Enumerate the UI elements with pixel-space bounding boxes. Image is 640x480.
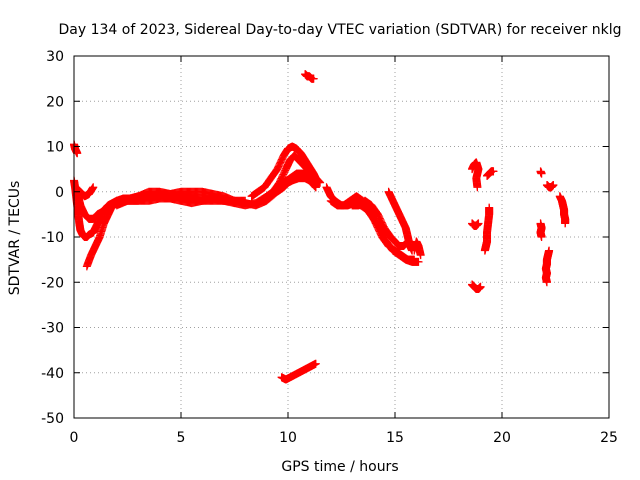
data-point bbox=[73, 149, 82, 158]
x-tick-label: 15 bbox=[386, 430, 404, 446]
data-point bbox=[414, 257, 423, 266]
series-arc-3 bbox=[76, 183, 98, 201]
y-tick-label: -10 bbox=[41, 230, 64, 246]
data-point bbox=[537, 233, 546, 241]
series-arc-high bbox=[301, 70, 318, 83]
x-tick-label: 5 bbox=[177, 430, 186, 446]
axis-ticks: 0 5 10 15 20 25 -50 -40 -30 -20 -10 0 10 20 30 bbox=[41, 49, 618, 446]
y-tick-label: -30 bbox=[41, 321, 64, 337]
y-tick-label: 10 bbox=[46, 140, 64, 156]
chart-title: Day 134 of 2023, Sidereal Day-to-day VTE… bbox=[59, 22, 622, 38]
data-point bbox=[561, 219, 570, 228]
data-point bbox=[309, 74, 318, 83]
series-arc-1 bbox=[70, 176, 250, 241]
data-point bbox=[489, 167, 498, 176]
data-point bbox=[476, 282, 485, 291]
x-tick-label: 25 bbox=[600, 430, 618, 446]
x-tick-label: 10 bbox=[279, 430, 297, 446]
x-tick-label: 20 bbox=[493, 430, 511, 446]
series-seg-22d bbox=[541, 246, 554, 287]
series-seg-22a bbox=[536, 167, 546, 178]
series-seg-23 bbox=[555, 192, 570, 228]
data-point bbox=[416, 251, 425, 260]
data-point bbox=[480, 246, 489, 255]
series-seg-19e bbox=[480, 203, 494, 255]
data-point bbox=[473, 183, 482, 192]
series-seg-19d bbox=[483, 167, 498, 180]
x-tick-label: 0 bbox=[70, 430, 79, 446]
data-point bbox=[549, 180, 558, 189]
series-arc-low bbox=[277, 359, 320, 384]
y-tick-label: -20 bbox=[41, 275, 64, 291]
series-arc-13 bbox=[410, 237, 425, 260]
data-point bbox=[537, 169, 546, 178]
series-seg-19b bbox=[468, 219, 483, 230]
y-tick-label: -50 bbox=[41, 411, 64, 427]
data-point bbox=[309, 181, 318, 190]
data-point bbox=[89, 183, 98, 192]
series-arc-8 bbox=[266, 169, 325, 201]
data-point bbox=[316, 178, 325, 187]
data-points bbox=[70, 70, 570, 384]
series-arc-start-high bbox=[70, 140, 82, 158]
series-seg-19c bbox=[468, 280, 485, 294]
series-seg-22b bbox=[536, 219, 546, 241]
series-seg-22c bbox=[542, 180, 558, 192]
y-tick-label: 0 bbox=[55, 185, 64, 201]
data-point bbox=[474, 219, 483, 228]
grid bbox=[74, 56, 609, 418]
series-arc-4 bbox=[82, 199, 121, 271]
data-point bbox=[311, 359, 320, 368]
y-tick-label: 30 bbox=[46, 49, 64, 65]
y-tick-label: -40 bbox=[41, 366, 64, 382]
data-point bbox=[410, 255, 419, 264]
series-seg-19a bbox=[468, 158, 483, 192]
series-arc-10 bbox=[326, 192, 419, 264]
data-point bbox=[311, 183, 320, 192]
y-axis-label: SDTVAR / TECUs bbox=[7, 181, 23, 296]
y-tick-label: 20 bbox=[46, 94, 64, 110]
data-point bbox=[542, 278, 551, 287]
x-axis-label: GPS time / hours bbox=[281, 459, 398, 475]
